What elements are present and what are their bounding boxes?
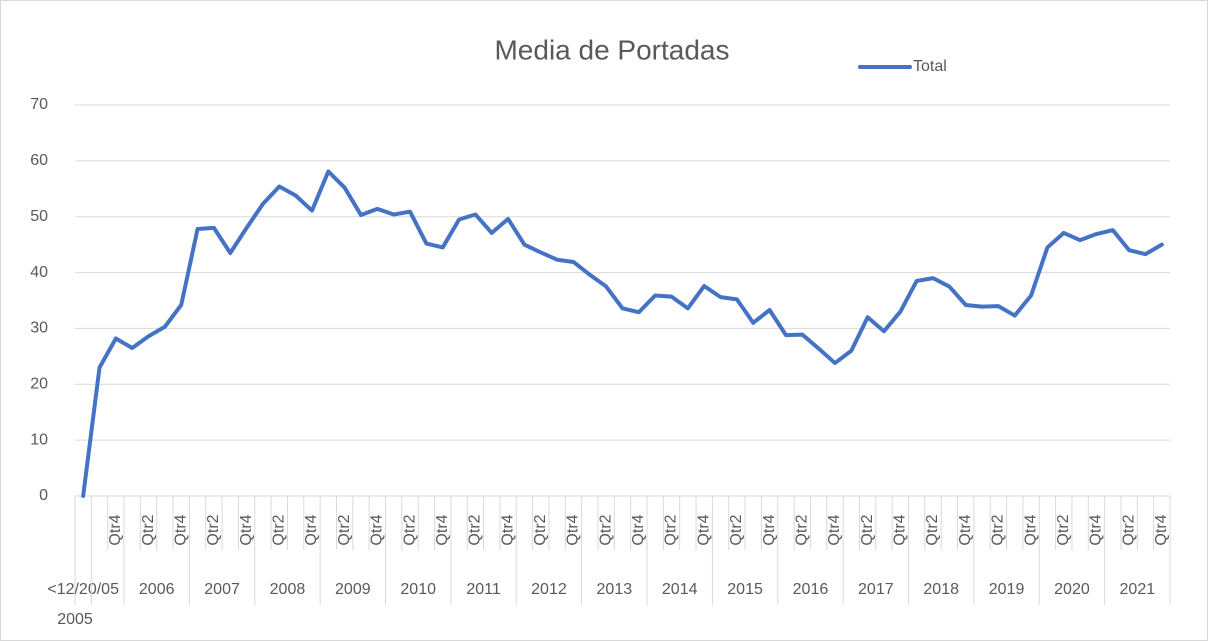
x-tick-label: Qtr4: [826, 514, 843, 545]
y-tick-label: 10: [30, 431, 48, 448]
chart-title: Media de Portadas: [494, 34, 729, 65]
group-label: 2014: [662, 581, 698, 598]
y-tick-label: 50: [30, 208, 48, 225]
x-tick-label: Qtr2: [990, 514, 1007, 545]
x-tick-label: Qtr4: [1153, 514, 1170, 545]
group-label: 2017: [858, 581, 894, 598]
group-label: 2018: [923, 581, 959, 598]
group-label: <12/20/05: [47, 581, 119, 598]
y-tick-label: 20: [30, 376, 48, 393]
group-label: 2007: [204, 581, 240, 598]
x-tick-label: Qtr2: [140, 514, 157, 545]
x-tick-label: Qtr4: [695, 514, 712, 545]
x-tick-label: Qtr4: [172, 514, 189, 545]
group-label: 2010: [400, 581, 436, 598]
group-label: 2005: [57, 611, 93, 628]
x-tick-label: Qtr2: [271, 514, 288, 545]
x-tick-label: Qtr2: [401, 514, 418, 545]
group-label: 2008: [270, 581, 306, 598]
group-label: 2021: [1120, 581, 1156, 598]
x-tick-label: Qtr2: [793, 514, 810, 545]
group-label: 2015: [727, 581, 763, 598]
x-tick-label: Qtr2: [859, 514, 876, 545]
y-tick-label: 70: [30, 96, 48, 113]
x-tick-label: Qtr4: [238, 514, 255, 545]
x-tick-label: Qtr2: [924, 514, 941, 545]
x-tick-label: Qtr2: [532, 514, 549, 545]
x-tick-label: Qtr2: [336, 514, 353, 545]
group-label: 2016: [793, 581, 829, 598]
y-tick-label: 40: [30, 264, 48, 281]
x-tick-label: Qtr2: [728, 514, 745, 545]
x-tick-label: Qtr4: [434, 514, 451, 545]
x-tick-label: Qtr4: [499, 514, 516, 545]
x-tick-label: Qtr4: [630, 514, 647, 545]
group-label: 2012: [531, 581, 567, 598]
y-tick-label: 30: [30, 320, 48, 337]
x-tick-label: Qtr4: [107, 514, 124, 545]
x-tick-label: Qtr4: [761, 514, 778, 545]
group-label: 2009: [335, 581, 371, 598]
x-tick-label: Qtr2: [205, 514, 222, 545]
group-label: 2013: [597, 581, 633, 598]
x-tick-label: Qtr4: [565, 514, 582, 545]
y-tick-label: 60: [30, 152, 48, 169]
x-tick-label: Qtr2: [467, 514, 484, 545]
group-label: 2006: [139, 581, 175, 598]
y-tick-label: 0: [39, 487, 48, 504]
group-label: 2019: [989, 581, 1025, 598]
x-tick-label: Qtr2: [597, 514, 614, 545]
x-tick-label: Qtr2: [1120, 514, 1137, 545]
x-tick-label: Qtr2: [663, 514, 680, 545]
x-tick-label: Qtr4: [892, 514, 909, 545]
legend-label: Total: [913, 58, 947, 75]
group-label: 2011: [466, 581, 501, 598]
series-line: [81, 169, 1164, 498]
group-label: 2020: [1054, 581, 1090, 598]
x-tick-label: Qtr4: [957, 514, 974, 545]
x-tick-label: Qtr4: [1088, 514, 1105, 545]
x-tick-label: Qtr4: [1022, 514, 1039, 545]
x-tick-label: Qtr2: [1055, 514, 1072, 545]
x-tick-label: Qtr4: [303, 514, 320, 545]
x-tick-label: Qtr4: [369, 514, 386, 545]
